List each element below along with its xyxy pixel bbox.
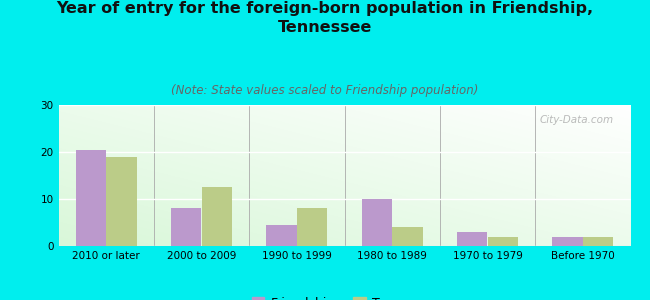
- Bar: [75, 150, 106, 246]
- Bar: [266, 225, 297, 246]
- Bar: [392, 227, 422, 246]
- Bar: [171, 208, 202, 246]
- Bar: [202, 187, 232, 246]
- Text: Year of entry for the foreign-born population in Friendship,
Tennessee: Year of entry for the foreign-born popul…: [57, 2, 593, 35]
- Bar: [297, 208, 328, 246]
- Bar: [457, 232, 488, 246]
- Bar: [583, 237, 614, 246]
- Text: (Note: State values scaled to Friendship population): (Note: State values scaled to Friendship…: [172, 84, 478, 97]
- Bar: [106, 157, 136, 246]
- Bar: [488, 237, 518, 246]
- Bar: [552, 237, 583, 246]
- Text: City-Data.com: City-Data.com: [540, 115, 614, 125]
- Bar: [361, 199, 392, 246]
- Legend: Friendship, Tennessee: Friendship, Tennessee: [246, 292, 443, 300]
